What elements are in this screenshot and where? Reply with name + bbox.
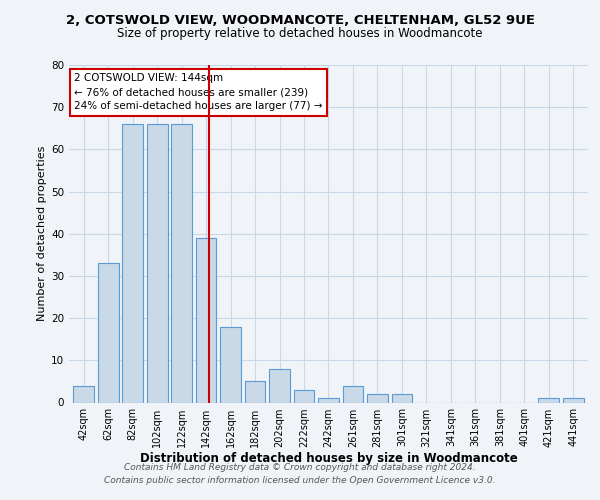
Text: Contains public sector information licensed under the Open Government Licence v3: Contains public sector information licen…: [104, 476, 496, 485]
Bar: [269, 369, 290, 402]
Bar: [343, 386, 364, 402]
Bar: [220, 326, 241, 402]
Text: Size of property relative to detached houses in Woodmancote: Size of property relative to detached ho…: [117, 28, 483, 40]
Bar: [73, 386, 94, 402]
Bar: [563, 398, 584, 402]
Bar: [367, 394, 388, 402]
Y-axis label: Number of detached properties: Number of detached properties: [37, 146, 47, 322]
Bar: [318, 398, 339, 402]
Bar: [196, 238, 217, 402]
Bar: [147, 124, 167, 402]
Bar: [98, 264, 119, 402]
Text: Contains HM Land Registry data © Crown copyright and database right 2024.: Contains HM Land Registry data © Crown c…: [124, 464, 476, 472]
Text: 2, COTSWOLD VIEW, WOODMANCOTE, CHELTENHAM, GL52 9UE: 2, COTSWOLD VIEW, WOODMANCOTE, CHELTENHA…: [65, 14, 535, 27]
Text: 2 COTSWOLD VIEW: 144sqm
← 76% of detached houses are smaller (239)
24% of semi-d: 2 COTSWOLD VIEW: 144sqm ← 76% of detache…: [74, 74, 323, 112]
Bar: [538, 398, 559, 402]
Bar: [293, 390, 314, 402]
Bar: [122, 124, 143, 402]
Bar: [171, 124, 192, 402]
Bar: [392, 394, 412, 402]
Bar: [245, 382, 265, 402]
X-axis label: Distribution of detached houses by size in Woodmancote: Distribution of detached houses by size …: [140, 452, 517, 466]
